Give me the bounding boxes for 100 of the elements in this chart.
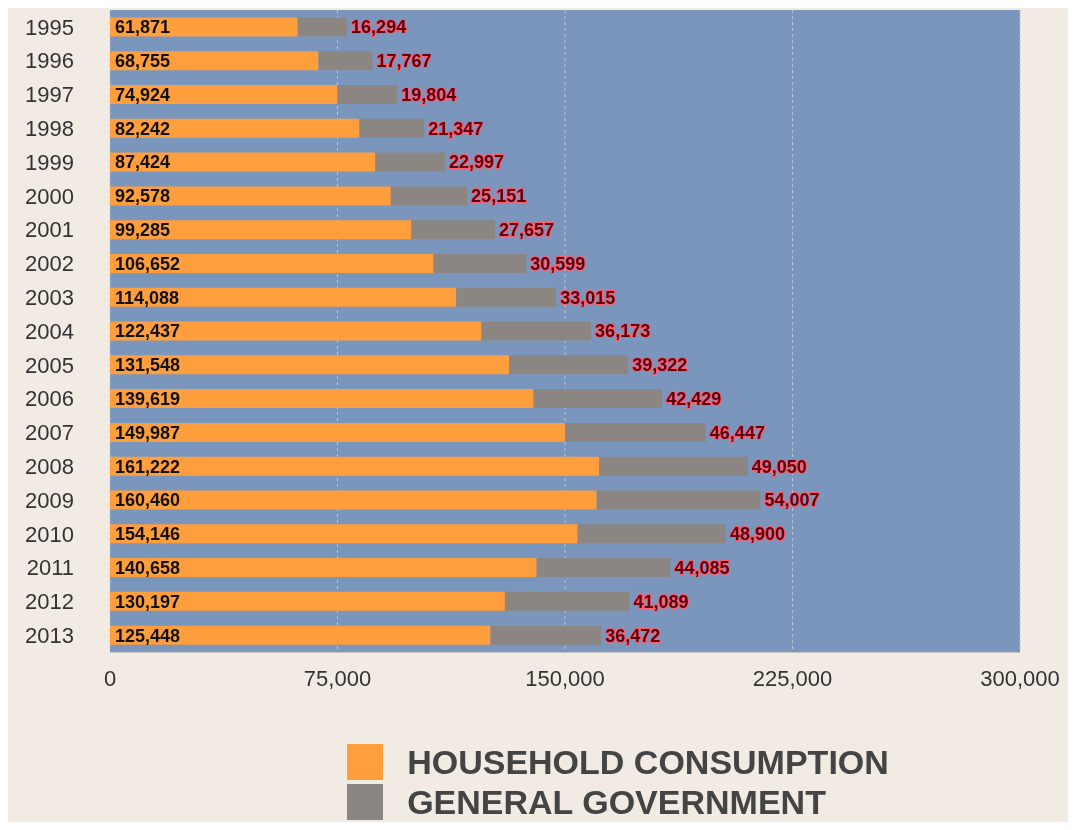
bar [490, 625, 602, 645]
data-label: 140,658 [115, 557, 181, 578]
bar [110, 558, 537, 578]
y-tick-label: 1999 [25, 149, 74, 175]
y-tick-label: 2010 [25, 521, 74, 547]
bar [564, 422, 706, 442]
bar [110, 355, 510, 375]
bar [297, 17, 348, 37]
data-label: 36,472 [605, 625, 661, 646]
y-tick-label: 2008 [25, 453, 74, 479]
y-tick-label: 2003 [25, 285, 74, 311]
data-label: 99,285 [115, 220, 171, 241]
y-tick-label: 2001 [25, 217, 74, 243]
data-label: 33,015 [560, 287, 616, 308]
y-tick-label: 2011 [26, 555, 74, 581]
data-label: 160,460 [115, 490, 181, 511]
data-label: 122,437 [115, 321, 181, 342]
data-label: 49,050 [751, 456, 807, 477]
data-label: 131,548 [115, 355, 181, 376]
legend-label: HOUSEHOLD CONSUMPTION [407, 742, 889, 782]
bar [536, 558, 671, 578]
data-label: 149,987 [115, 422, 181, 443]
bar [433, 253, 527, 273]
bar [533, 389, 663, 409]
bar [390, 186, 468, 206]
y-tick-label: 2007 [25, 420, 74, 446]
data-label: 39,322 [632, 355, 688, 376]
data-label: 48,900 [729, 524, 785, 545]
bar [110, 456, 600, 476]
data-label: 154,146 [115, 524, 181, 545]
y-tick-label: 1997 [25, 82, 74, 108]
y-tick-label: 2005 [25, 352, 74, 378]
bar [359, 118, 425, 138]
bar [110, 321, 482, 341]
data-label: 106,652 [115, 253, 181, 274]
data-label: 61,871 [115, 17, 171, 38]
data-label: 16,294 [351, 17, 407, 38]
data-label: 44,085 [674, 557, 730, 578]
data-label: 30,599 [530, 253, 586, 274]
x-tick-label: 300,000 [980, 665, 1060, 691]
bar [411, 220, 496, 240]
y-tick-label: 1995 [25, 14, 74, 40]
bar [110, 625, 491, 645]
data-label: 21,347 [428, 118, 484, 139]
x-tick-label: 75,000 [303, 665, 372, 691]
bar [596, 490, 761, 510]
y-tick-label: 2012 [25, 589, 74, 615]
bar [110, 422, 565, 442]
y-tick-label: 1998 [25, 116, 74, 142]
x-tick-label: 0 [103, 665, 117, 691]
x-tick-label: 150,000 [525, 665, 605, 691]
y-tick-label: 2002 [25, 251, 74, 277]
data-label: 114,088 [115, 287, 180, 308]
data-label: 161,222 [115, 456, 181, 477]
bar [481, 321, 592, 341]
data-label: 68,755 [115, 51, 171, 72]
data-label: 17,767 [376, 51, 432, 72]
data-label: 87,424 [115, 152, 171, 173]
y-tick-label: 2009 [25, 487, 74, 513]
y-tick-label: 2006 [25, 386, 74, 412]
data-label: 46,447 [709, 422, 765, 443]
bar [110, 287, 457, 307]
data-label: 36,173 [595, 321, 651, 342]
data-label: 130,197 [115, 591, 181, 612]
data-label: 41,089 [633, 591, 689, 612]
bar [318, 51, 373, 71]
data-label: 27,657 [499, 220, 555, 241]
data-label: 42,429 [666, 389, 722, 410]
y-tick-label: 2004 [25, 318, 74, 344]
bar [110, 524, 578, 544]
bar [110, 85, 338, 105]
bar [456, 287, 557, 307]
data-label: 19,804 [401, 84, 457, 105]
data-label: 74,924 [115, 84, 171, 105]
bar [337, 85, 398, 105]
bar [504, 591, 630, 611]
y-tick-label: 2013 [25, 622, 74, 648]
data-label: 82,242 [115, 118, 171, 139]
bar [110, 389, 534, 409]
data-label: 92,578 [115, 186, 171, 207]
bar [110, 490, 597, 510]
data-label: 125,448 [115, 625, 181, 646]
legend-label: GENERAL GOVERNMENT [407, 782, 826, 822]
data-label: 25,151 [471, 186, 527, 207]
bar [110, 152, 376, 172]
bar [110, 253, 434, 273]
bar [375, 152, 445, 172]
bar [110, 220, 412, 240]
y-tick-label: 2000 [25, 183, 74, 209]
y-tick-label: 1996 [25, 48, 74, 74]
bar [577, 524, 726, 544]
data-label: 22,997 [448, 152, 505, 173]
bar [110, 186, 391, 206]
x-tick-label: 225,000 [752, 665, 833, 691]
bar [110, 118, 360, 138]
bar [509, 355, 629, 375]
bar [110, 591, 505, 611]
bar [599, 456, 748, 476]
data-label: 139,619 [115, 389, 181, 410]
data-label: 54,007 [764, 490, 820, 511]
